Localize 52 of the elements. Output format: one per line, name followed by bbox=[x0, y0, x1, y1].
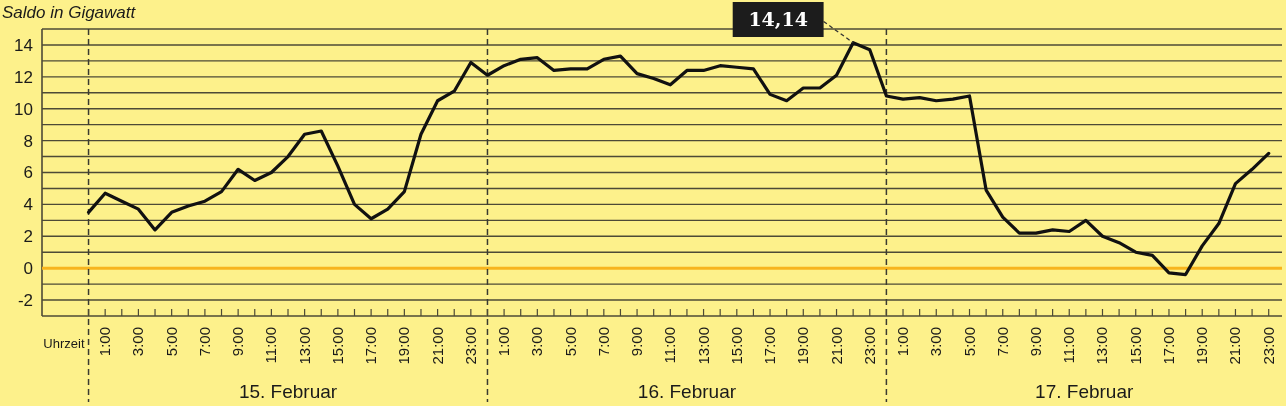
x-tick-label: 11:00 bbox=[661, 327, 679, 364]
x-tick-label: 19:00 bbox=[1193, 327, 1211, 365]
y-tick-label: 6 bbox=[23, 163, 33, 183]
x-tick-label: 15:00 bbox=[727, 327, 745, 365]
y-tick-label: 8 bbox=[23, 131, 33, 151]
x-tick-label: 17:00 bbox=[362, 327, 380, 365]
x-axis-title: Uhrzeit bbox=[43, 336, 85, 351]
x-tick-label: 15:00 bbox=[328, 327, 346, 365]
x-tick-label: 19:00 bbox=[794, 327, 812, 365]
x-tick-label: 11:00 bbox=[1060, 327, 1078, 364]
y-axis-title: Saldo in Gigawatt bbox=[2, 3, 137, 22]
x-tick-label: 1:00 bbox=[894, 327, 912, 357]
y-tick-label: 10 bbox=[14, 99, 33, 119]
x-tick-label: 7:00 bbox=[195, 327, 213, 357]
x-tick-label: 13:00 bbox=[295, 327, 313, 365]
x-tick-label: 15:00 bbox=[1126, 327, 1144, 365]
x-tick-label: 3:00 bbox=[129, 327, 147, 357]
x-tick-label: 1:00 bbox=[495, 327, 513, 357]
x-tick-label: 5:00 bbox=[162, 327, 180, 357]
x-tick-label: 21:00 bbox=[827, 327, 845, 365]
x-tick-label: 13:00 bbox=[1093, 327, 1111, 365]
x-tick-label: 5:00 bbox=[561, 327, 579, 357]
x-tick-label: 7:00 bbox=[993, 327, 1011, 357]
x-tick-label: 5:00 bbox=[960, 327, 978, 357]
x-tick-label: 23:00 bbox=[461, 327, 479, 365]
y-tick-label: 4 bbox=[23, 195, 33, 215]
x-tick-label: 3:00 bbox=[927, 327, 945, 357]
x-tick-label: 23:00 bbox=[1259, 327, 1277, 365]
y-tick-label: -2 bbox=[17, 291, 33, 311]
x-tick-label: 7:00 bbox=[594, 327, 612, 357]
y-tick-label: 12 bbox=[14, 67, 33, 87]
x-tick-label: 1:00 bbox=[96, 327, 114, 357]
x-tick-label: 13:00 bbox=[694, 327, 712, 365]
x-tick-label: 21:00 bbox=[1226, 327, 1244, 365]
line-series bbox=[86, 41, 1271, 277]
y-tick-label: 14 bbox=[14, 35, 33, 55]
x-tick-label: 23:00 bbox=[860, 327, 878, 365]
x-tick-label: 17:00 bbox=[1159, 327, 1177, 365]
y-tick-label: 0 bbox=[23, 259, 33, 279]
text: 17. Februar bbox=[1035, 381, 1134, 402]
x-tick-label: 3:00 bbox=[528, 327, 546, 357]
x-tick-label: 17:00 bbox=[761, 327, 779, 365]
x-tick-label: 9:00 bbox=[229, 327, 247, 357]
x-tick-label: 11:00 bbox=[262, 327, 280, 364]
x-tick-label: 9:00 bbox=[628, 327, 646, 357]
x-tick-label: 19:00 bbox=[395, 327, 413, 365]
x-tick-label: 9:00 bbox=[1026, 327, 1044, 357]
annotation: 14,14 bbox=[748, 8, 808, 31]
text: 15. Februar bbox=[238, 381, 338, 402]
x-tick-label: 21:00 bbox=[428, 327, 446, 365]
text: 16. Februar bbox=[637, 381, 737, 402]
y-tick-label: 2 bbox=[23, 227, 33, 247]
